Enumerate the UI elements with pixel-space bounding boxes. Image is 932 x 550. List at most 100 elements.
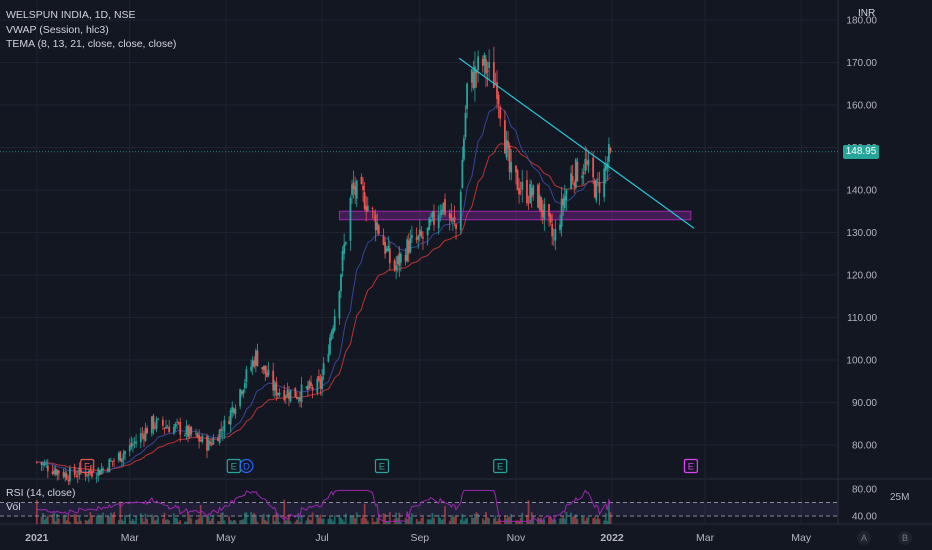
volume-bar [98, 515, 101, 524]
auto-scale-button[interactable]: A [857, 531, 871, 545]
y-tick-label: 80.00 [852, 441, 877, 452]
volume-bar [516, 520, 519, 524]
candle-body [573, 182, 576, 187]
volume-bar [141, 517, 144, 524]
volume-bar [508, 516, 511, 524]
volume-bar [168, 520, 171, 524]
volume-bar [254, 515, 257, 524]
candle-body [221, 432, 224, 434]
volume-bar [362, 515, 364, 524]
candle-body [166, 427, 169, 429]
candle-body [399, 253, 402, 263]
volume-bar [344, 513, 347, 524]
x-tick-label: Nov [507, 532, 526, 544]
candle-body [582, 171, 585, 174]
candle-body [595, 180, 598, 201]
volume-bar [373, 521, 375, 524]
volume-bar [273, 520, 276, 524]
volume-bar [264, 520, 267, 524]
volume-bar [84, 519, 87, 524]
volume-bar [100, 516, 103, 524]
volume-bar [470, 517, 473, 524]
event-marker [683, 458, 698, 474]
candle-body [576, 161, 579, 182]
y-tick-label: 130.00 [846, 228, 877, 239]
volume-bar [459, 519, 462, 524]
volume-bar [398, 512, 401, 524]
candle-body [106, 468, 109, 471]
candle-body [163, 427, 166, 429]
candle-body [242, 389, 245, 395]
candle-body [187, 425, 190, 437]
candle-body [253, 360, 256, 367]
volume-bar [45, 517, 48, 524]
volume-bar [199, 505, 202, 524]
volume-bar [239, 520, 242, 524]
candle-body [532, 185, 535, 195]
volume-bar [585, 517, 588, 524]
symbol-legend[interactable]: WELSPUN INDIA, 1D, NSE [6, 9, 136, 21]
volume-bar [415, 518, 418, 524]
candle-body [552, 237, 555, 239]
tema-legend[interactable]: TEMA (8, 13, 21, close, close, close) [6, 38, 177, 50]
volume-bar [195, 519, 197, 524]
volume-bar [75, 514, 78, 524]
candle-body [67, 480, 70, 481]
volume-bar [242, 519, 245, 524]
candle-body [95, 477, 98, 479]
volume-bar [173, 513, 175, 524]
volume-bar [532, 515, 535, 524]
volume-bar [275, 512, 278, 524]
volume-bar [429, 519, 432, 524]
log-scale-button[interactable]: B [898, 531, 912, 545]
candle-body [593, 180, 596, 198]
volume-bar [330, 519, 333, 524]
volume-bar [551, 520, 554, 524]
volume-legend[interactable]: Vol [6, 501, 21, 513]
candle-body [68, 468, 71, 482]
candle-body [232, 408, 235, 413]
volume-bar [139, 513, 142, 524]
volume-bar [486, 517, 489, 524]
volume-bar [196, 519, 199, 524]
event-marker-label: D [243, 462, 250, 473]
rsi-legend[interactable]: RSI (14, close) [6, 487, 76, 499]
candle-body [275, 381, 278, 396]
candle-body [418, 229, 421, 237]
candle-body [398, 253, 401, 266]
volume-bar [278, 521, 281, 524]
volume-bar [95, 515, 98, 524]
volume-bar [327, 518, 330, 524]
candle-body [461, 159, 464, 189]
volume-bar [295, 519, 298, 524]
candle-body [220, 428, 223, 431]
volume-bar [521, 512, 524, 524]
candle-body [475, 70, 478, 74]
candle-body [415, 237, 418, 240]
candle-body [598, 182, 601, 193]
x-tick-label: May [216, 532, 237, 544]
volume-bar [442, 518, 445, 524]
candle-body [439, 212, 442, 215]
candle-body [45, 463, 48, 465]
candle-body [420, 231, 423, 237]
candle-body [53, 470, 56, 474]
volume-bar [461, 513, 464, 524]
candle-body [563, 196, 566, 209]
volume-bar [351, 515, 353, 524]
candle-body [404, 254, 407, 262]
volume-bar [464, 518, 467, 524]
currency-label: INR [858, 8, 876, 19]
volume-bar [428, 519, 431, 524]
candle-body [122, 453, 125, 460]
vwap-legend[interactable]: VWAP (Session, hlc3) [6, 24, 109, 36]
candle-body [173, 426, 175, 434]
volume-bar [382, 513, 385, 524]
candle-body [321, 376, 323, 390]
volume-bar [240, 520, 243, 524]
volume-bar [355, 512, 358, 524]
volume-bar [308, 519, 311, 524]
candle-body [210, 443, 213, 446]
candle-body [284, 396, 287, 398]
